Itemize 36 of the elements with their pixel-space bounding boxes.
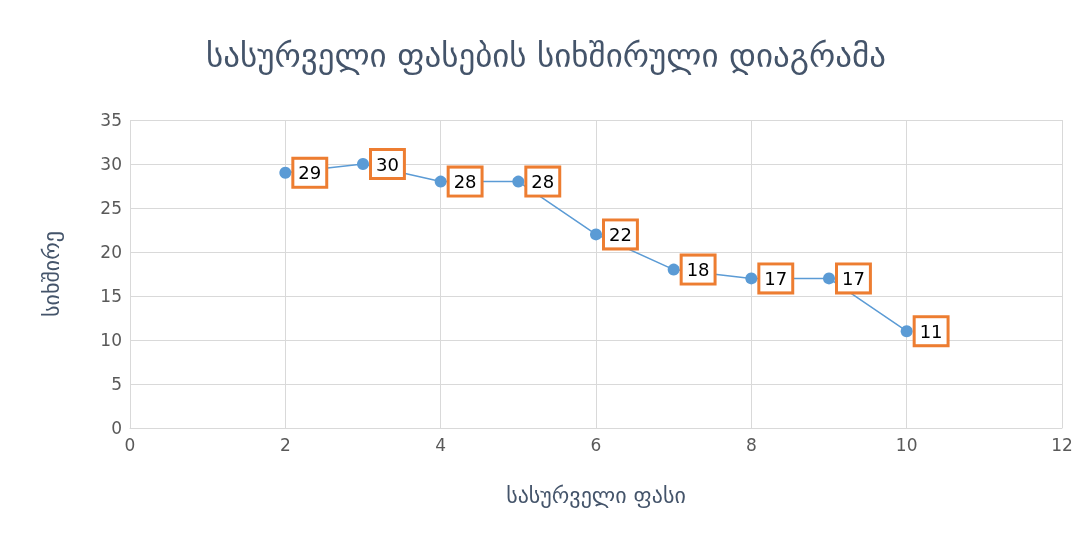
data-label: 18	[686, 259, 710, 281]
chart-title: სასურველი ფასების სიხშირული დიაგრამა	[206, 36, 886, 75]
x-tick-label: 2	[279, 434, 291, 455]
data-label: 28	[531, 171, 555, 193]
data-label: 22	[609, 223, 632, 245]
point	[900, 325, 913, 338]
data-label: 17	[764, 267, 788, 289]
x-tick-label: 0	[124, 434, 136, 455]
x-tick-label: 6	[590, 434, 602, 455]
point	[745, 272, 758, 285]
y-tick-label: 10	[100, 330, 122, 350]
data-label: 28	[453, 171, 477, 193]
x-tick-label: 4	[435, 434, 447, 455]
y-tick-label: 30	[100, 154, 122, 174]
point	[823, 272, 835, 285]
point	[667, 263, 680, 276]
x-tick-label: 10	[895, 434, 918, 455]
data-label: 29	[298, 162, 322, 184]
y-axis-title: სიხშირე	[38, 231, 64, 317]
point	[512, 175, 525, 188]
y-tick-label: 20	[100, 242, 122, 262]
point	[279, 166, 292, 179]
y-tick-label: 15	[100, 286, 122, 306]
y-tick-label: 35	[100, 110, 122, 130]
y-tick-label: 25	[100, 198, 122, 218]
x-tick-label: 12	[1051, 434, 1073, 455]
y-tick-label: 5	[111, 374, 122, 394]
x-axis-title: სასურველი ფასი	[506, 482, 686, 508]
y-tick-label: 0	[111, 418, 122, 438]
point	[357, 158, 369, 170]
point	[434, 175, 447, 188]
point	[590, 228, 602, 241]
data-label: 11	[919, 320, 943, 342]
data-label: 30	[376, 153, 399, 175]
data-label: 17	[842, 267, 865, 289]
x-tick-label: 8	[745, 434, 757, 455]
